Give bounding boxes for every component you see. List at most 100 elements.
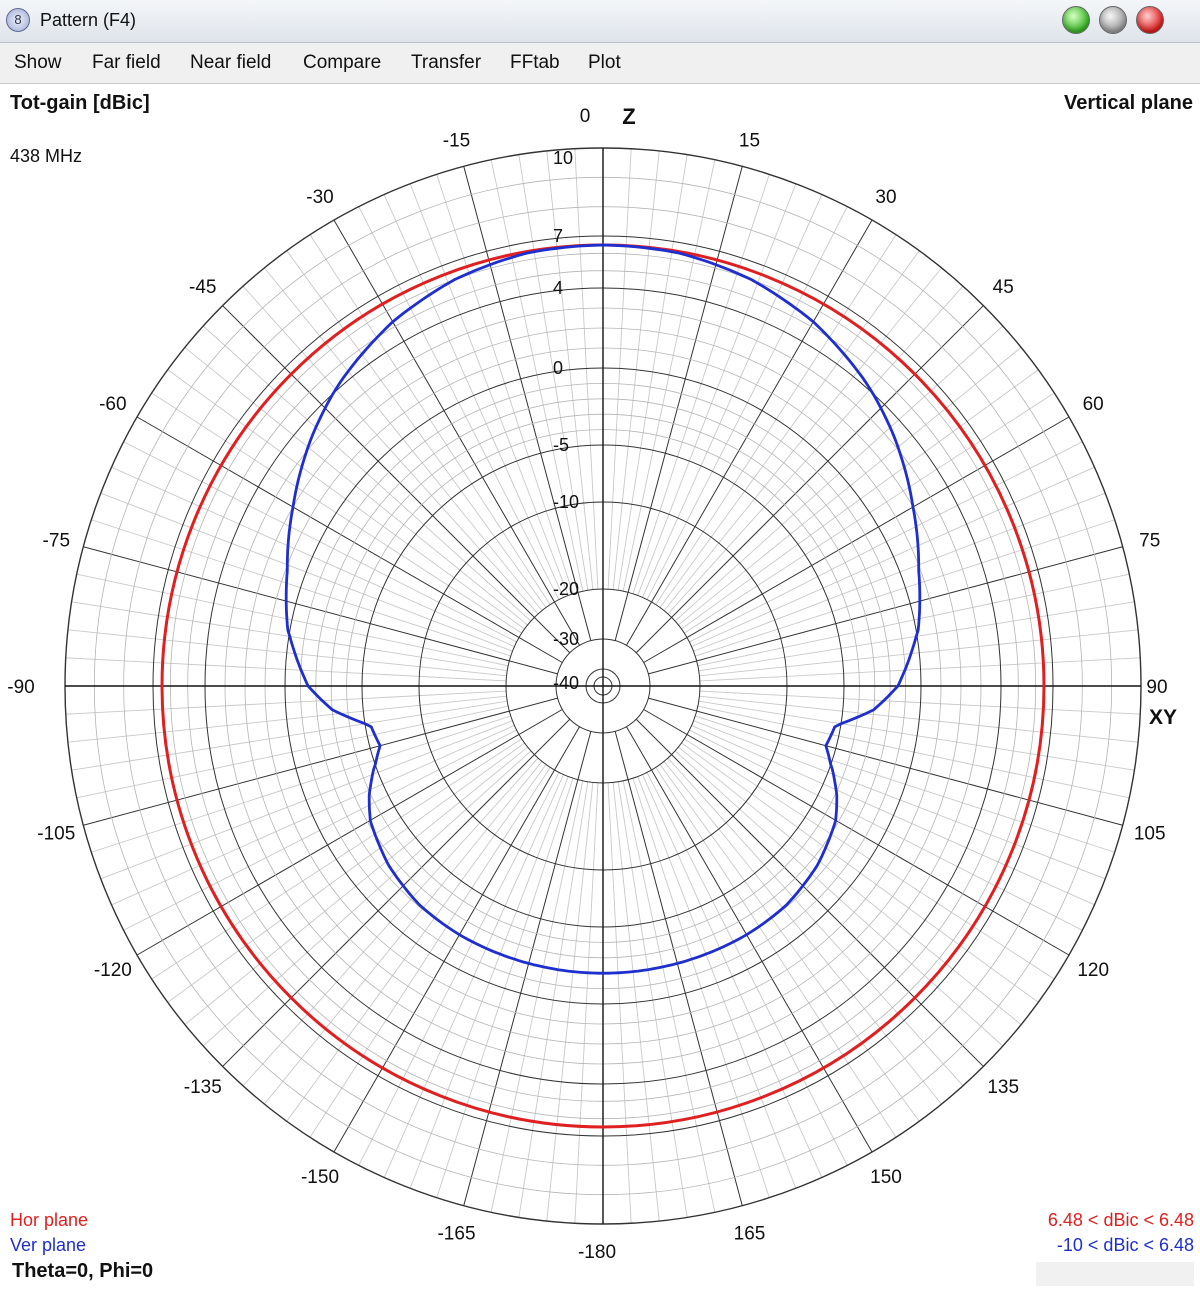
- menu-fftab[interactable]: FFtab: [510, 52, 560, 73]
- minor-radial-line: [264, 267, 543, 611]
- minor-radial-line: [100, 720, 513, 880]
- minor-radial-line: [286, 250, 547, 608]
- minor-radial-line: [167, 742, 525, 1003]
- angle-label: 30: [875, 187, 896, 208]
- menu-near-field[interactable]: Near field: [190, 52, 272, 73]
- range-box: [1036, 1262, 1194, 1286]
- minor-radial-line: [697, 705, 1130, 799]
- minor-radial-line: [646, 206, 848, 600]
- angle-label: -135: [184, 1077, 222, 1098]
- minor-radial-line: [409, 183, 569, 596]
- close-button[interactable]: [1136, 6, 1164, 34]
- major-radial-line: [626, 219, 873, 646]
- minor-radial-line: [67, 629, 507, 677]
- angle-label: 135: [987, 1077, 1019, 1098]
- gain-tick-label: 10: [553, 148, 573, 168]
- minor-radial-line: [684, 738, 1055, 980]
- minor-radial-line: [409, 776, 569, 1189]
- minor-radial-line: [693, 492, 1106, 652]
- minor-radial-line: [65, 657, 507, 682]
- angle-label: -30: [306, 187, 333, 208]
- minor-radial-line: [436, 174, 574, 594]
- minor-radial-line: [490, 159, 584, 592]
- minor-radial-line: [689, 729, 1083, 931]
- minor-radial-line: [693, 720, 1106, 880]
- app-icon: 8: [6, 8, 30, 32]
- minor-radial-line: [358, 772, 560, 1166]
- angle-label: -75: [43, 531, 70, 552]
- major-radial-line: [635, 305, 984, 654]
- angle-label: 60: [1083, 394, 1104, 415]
- gain-tick-label: -40: [553, 673, 579, 693]
- angle-label: 45: [993, 277, 1014, 298]
- minor-radial-line: [309, 767, 551, 1138]
- major-radial-line: [626, 726, 873, 1153]
- minor-radial-line: [695, 519, 1115, 657]
- major-radial-line: [136, 709, 563, 956]
- minor-radial-line: [76, 705, 509, 799]
- minor-radial-line: [681, 369, 1039, 630]
- range-ver-plane: -10 < dBic < 6.48: [1056, 1235, 1194, 1255]
- quantity-label: Tot-gain [dBic]: [10, 92, 150, 114]
- polar-chart: 10 7 4 0 -5 -10 -20 -30 -40 0 15 30 45 60 75 90 105 120 13…: [7, 104, 1177, 1263]
- minor-radial-line: [123, 729, 517, 931]
- minor-radial-line: [91, 519, 511, 657]
- minor-radial-line: [667, 757, 964, 1087]
- minor-radial-line: [632, 778, 770, 1198]
- minor-radial-line: [151, 738, 522, 980]
- minor-radial-line: [684, 392, 1055, 634]
- angle-label: -15: [443, 130, 470, 151]
- minor-radial-line: [184, 746, 528, 1025]
- minor-radial-line: [667, 285, 964, 615]
- minor-radial-line: [695, 715, 1115, 853]
- major-radial-line: [222, 305, 571, 654]
- minor-radial-line: [699, 657, 1141, 682]
- status-label: Theta=0, Phi=0: [12, 1260, 154, 1282]
- maximize-button[interactable]: [1099, 6, 1127, 34]
- axis-z-label: Z: [622, 104, 635, 129]
- frequency-label: 438 MHz: [10, 146, 83, 166]
- minor-radial-line: [111, 466, 515, 647]
- minor-radial-line: [309, 234, 551, 605]
- menu-bar: Show Far field Near field Compare Transf…: [0, 43, 1200, 84]
- major-radial-line: [222, 718, 571, 1067]
- legend-hor-plane: Hor plane: [10, 1210, 89, 1230]
- menu-transfer[interactable]: Transfer: [411, 52, 482, 73]
- minor-radial-line: [622, 159, 716, 592]
- angle-label: 0: [580, 106, 591, 127]
- major-radial-line: [635, 718, 984, 1067]
- minor-radial-line: [642, 774, 823, 1178]
- minor-radial-line: [490, 780, 584, 1213]
- minor-radial-line: [699, 629, 1139, 677]
- menu-compare[interactable]: Compare: [303, 52, 382, 73]
- angle-label: 150: [870, 1167, 902, 1188]
- minor-radial-line: [659, 250, 920, 608]
- minor-radial-line: [674, 750, 1004, 1047]
- minor-radial-line: [242, 285, 539, 615]
- menu-plot[interactable]: Plot: [588, 52, 621, 73]
- minor-radial-line: [358, 206, 560, 600]
- minimize-button[interactable]: [1062, 6, 1090, 34]
- minor-radial-line: [111, 725, 515, 906]
- minor-radial-line: [71, 700, 508, 771]
- minor-radial-line: [689, 441, 1083, 643]
- pattern-plot-area: 10 7 4 0 -5 -10 -20 -30 -40 0 15 30 45 60 75 90 105 120 13…: [0, 84, 1200, 1289]
- angle-label: -180: [578, 1242, 616, 1263]
- angle-label: -60: [99, 394, 126, 415]
- angle-label: 75: [1139, 531, 1160, 552]
- minor-radial-line: [436, 778, 574, 1198]
- major-radial-line: [83, 697, 558, 826]
- minor-radial-line: [100, 492, 513, 652]
- menu-far-field[interactable]: Far field: [92, 52, 161, 73]
- gain-tick-label: 4: [553, 278, 563, 298]
- window-title: Pattern (F4): [40, 10, 137, 30]
- minor-radial-line: [383, 774, 564, 1178]
- minor-radial-line: [637, 776, 797, 1189]
- minor-radial-line: [663, 267, 942, 611]
- gain-tick-label: -5: [553, 435, 569, 455]
- minor-radial-line: [546, 782, 594, 1222]
- menu-show[interactable]: Show: [14, 52, 62, 73]
- major-radial-line: [83, 546, 558, 675]
- minor-radial-line: [699, 690, 1141, 715]
- major-radial-line: [136, 416, 563, 663]
